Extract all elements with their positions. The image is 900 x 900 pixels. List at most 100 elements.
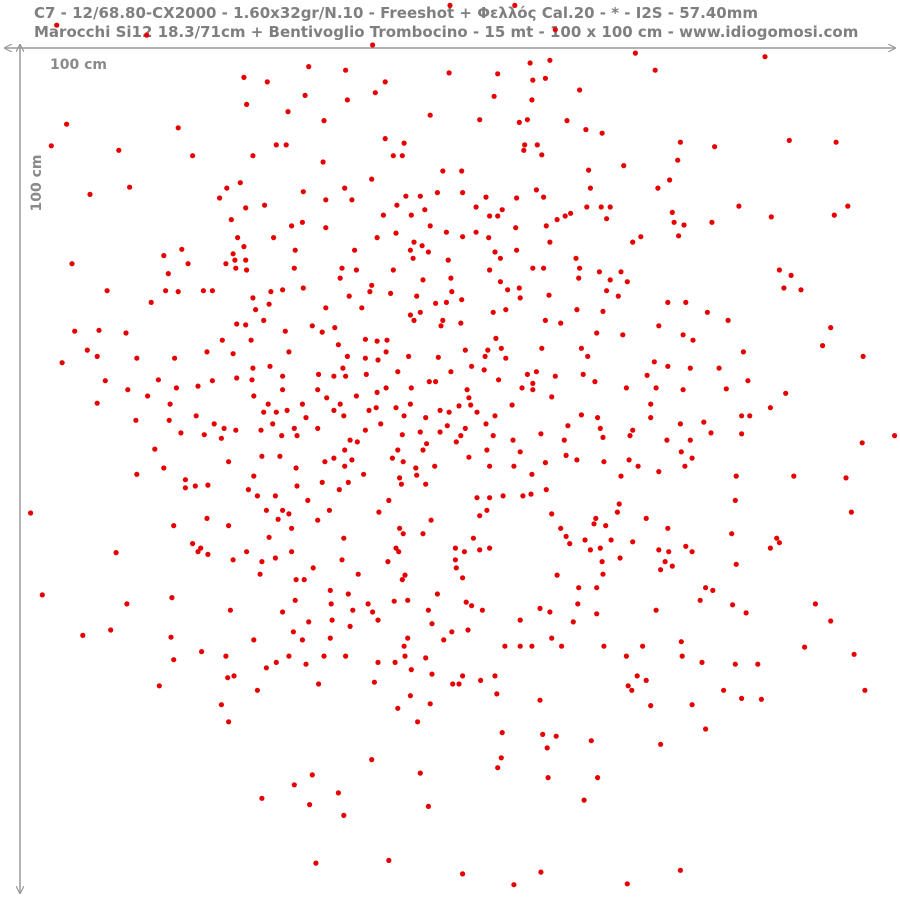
pellet-hit [676,233,682,239]
pellet-hit [483,421,489,427]
pellet-hit [341,812,347,819]
pellet-hit [411,317,417,323]
pellet-hit [432,463,438,469]
pellet-hit [80,632,86,639]
pellet-hit [495,71,501,77]
pellet-hit [417,429,423,435]
pellet-hit [423,655,429,661]
pellet-hit [505,287,511,293]
pellet-hit [346,293,352,299]
pellet-hit [347,437,353,443]
pellet-hit [500,493,506,499]
pellet-hit [244,267,250,273]
pellet-hit [182,485,188,491]
pellet-hit [127,184,133,190]
pellet-hit [390,267,396,273]
pellet-hit [477,117,483,123]
pellet-hit [315,425,321,431]
pellet-hit [395,447,401,453]
pellet-hit [565,423,571,429]
pellet-hit [302,92,308,98]
pellet-hit [291,782,297,788]
pellet-hit [375,659,381,666]
pellet-hit [383,349,389,355]
pellet-hit [781,285,787,291]
pellet-hit [733,561,739,567]
pellet-hit [570,619,576,625]
pellet-hit [28,510,34,516]
pellet-hit [343,67,349,73]
pellet-hit [462,425,468,431]
pellet-hit [321,653,327,659]
pellet-hit [517,295,523,301]
pellet-hit [561,437,567,443]
pellet-hit [452,557,458,563]
pellet-hit [542,460,549,466]
pellet-hit [587,547,594,553]
pellet-hit [337,401,343,407]
pellet-hit [497,279,503,285]
pellet-hit [848,509,855,515]
pellet-hit [399,432,405,438]
pellet-hit [599,559,605,565]
pellet-hit [299,637,305,643]
pellet-hit [648,703,654,709]
pellet-hit [511,882,517,888]
pellet-hit [492,249,498,255]
pellet-hit [460,234,466,240]
pellet-hit [134,471,140,477]
pellet-hit [478,677,484,684]
pellet-hit [549,635,555,641]
pellet-hit [851,651,857,657]
pellet-hit [468,402,474,408]
pellet-hit [678,639,684,645]
pellet-hit [791,473,797,479]
pellet-hit [675,157,681,163]
pellet-hit [165,271,171,277]
pellet-hit [453,439,459,445]
pellet-hit [248,337,254,343]
pellet-hit [104,288,110,294]
pellet-hit [574,307,580,313]
pellet-hit [546,292,552,298]
pellet-hit [144,32,150,38]
pellet-hit [289,525,295,531]
pellet-hit [594,611,600,617]
pellet-hit [595,775,601,781]
pellet-hit [407,693,413,699]
pellet-hit [275,516,281,522]
pellet-hit [497,255,503,261]
pellet-hit [689,455,695,461]
pellet-hit [709,219,715,225]
pellet-hit [349,197,355,203]
pellet-hit [498,345,504,351]
pellet-hit [363,371,369,377]
pellet-hit [339,265,345,271]
pellet-hit [307,802,313,808]
pellet-hit [374,389,380,395]
pellet-hit [233,427,239,433]
pellet-hit [305,497,311,503]
pellet-hit [417,770,423,776]
pellet-hit [289,223,295,229]
pellet-hit [517,643,523,649]
pellet-hit [492,413,498,419]
pellet-hit [479,607,485,613]
pellet-hit [600,434,606,440]
pellet-hit [543,223,549,229]
pellet-hit [385,559,391,565]
pellet-hit [193,413,199,419]
pellet-hit [474,495,480,501]
pellet-hit [435,354,441,360]
pellet-hit [460,871,466,877]
pellet-hit [703,585,709,591]
pellet-hit [539,345,545,351]
pellet-hit [614,509,621,515]
pellet-hit [678,449,684,455]
pellet-hit [401,643,407,649]
pellet-hit [94,400,100,406]
pellet-hit [241,74,247,80]
pellet-hit [399,153,405,159]
pellet-hit [701,419,707,425]
pellet-hit [349,457,355,463]
